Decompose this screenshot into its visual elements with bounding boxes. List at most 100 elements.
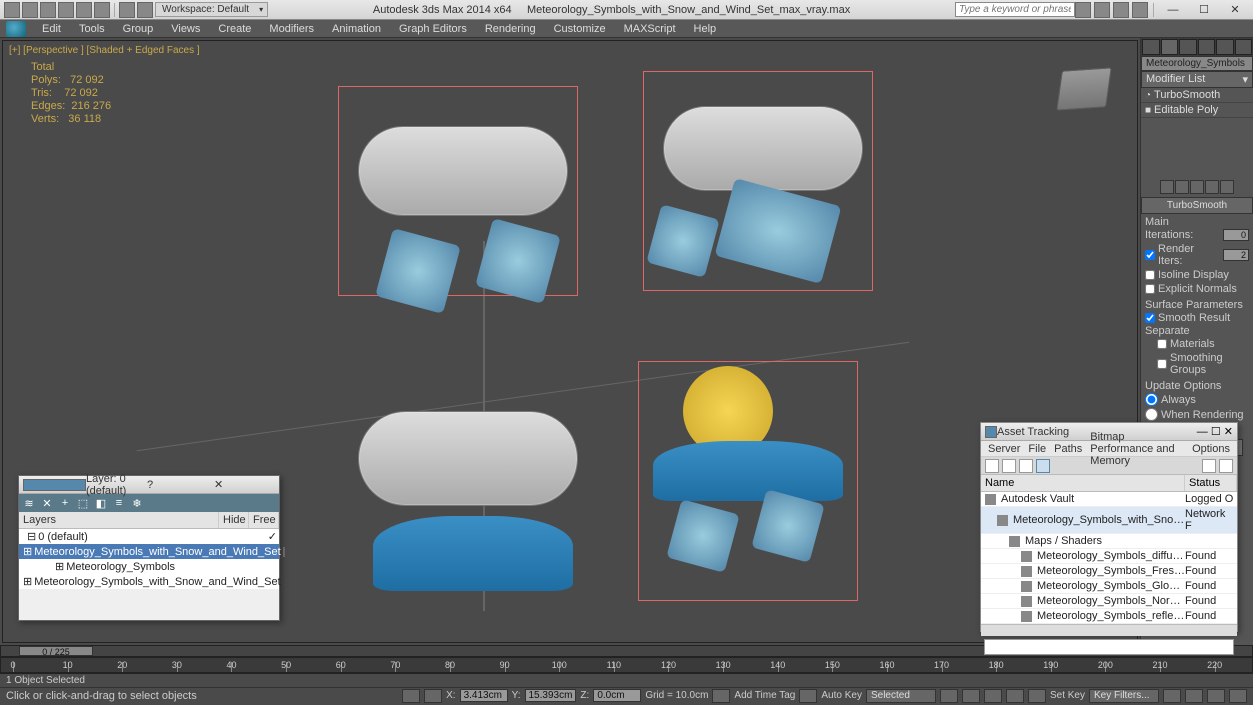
settings-icon[interactable] — [1202, 459, 1216, 473]
object-name-field[interactable]: Meteorology_Symbols — [1141, 56, 1253, 71]
keymode-dropdown[interactable]: Selected — [866, 689, 936, 703]
workspace-dropdown[interactable]: Workspace: Default — [155, 2, 268, 17]
asset-row[interactable]: Meteorology_Symbols_Glossiness.pngFound — [981, 579, 1237, 594]
layer-tree[interactable]: ⊟ 0 (default)✓⊞ Meteorology_Symbols_with… — [19, 529, 279, 589]
menu-grapheditors[interactable]: Graph Editors — [391, 21, 475, 37]
nav-orbit-icon[interactable] — [1207, 689, 1225, 703]
menu-options[interactable]: Options — [1189, 443, 1233, 455]
tab-modify[interactable] — [1161, 39, 1179, 55]
menu-animation[interactable]: Animation — [324, 21, 389, 37]
link-icon[interactable] — [119, 2, 135, 18]
play-icon[interactable] — [984, 689, 1002, 703]
delete-layer-icon[interactable]: ✕ — [40, 496, 54, 510]
favorites-icon[interactable] — [1113, 2, 1129, 18]
smoothinggroups-check[interactable] — [1157, 359, 1167, 369]
modifier-turbosmooth[interactable]: ◔ TurboSmooth — [1141, 88, 1253, 103]
tab-display[interactable] — [1216, 39, 1234, 55]
z-coord[interactable]: 0.0cm — [593, 689, 641, 702]
col-freeze[interactable]: Free — [249, 512, 279, 528]
redo-icon[interactable] — [94, 2, 110, 18]
minimize-icon[interactable]: — — [1197, 426, 1208, 438]
col-name[interactable]: Name — [981, 475, 1185, 491]
tree-icon[interactable] — [1002, 459, 1016, 473]
save-icon[interactable] — [58, 2, 74, 18]
materials-check[interactable] — [1157, 339, 1167, 349]
col-hide[interactable]: Hide — [219, 512, 249, 528]
tab-utilities[interactable] — [1235, 39, 1253, 55]
remove-modifier-icon[interactable] — [1205, 180, 1219, 194]
viewport-label[interactable]: [+] [Perspective ] [Shaded + Edged Faces… — [9, 45, 200, 56]
isoline-check[interactable] — [1145, 270, 1155, 280]
render-iters-check[interactable] — [1145, 250, 1155, 260]
layer-row[interactable]: ⊞ Meteorology_Symbols_with_Snow_and_Wind… — [19, 544, 279, 559]
menu-customize[interactable]: Customize — [546, 21, 614, 37]
iterations-spinner[interactable]: 0 — [1223, 229, 1249, 241]
layer-window-titlebar[interactable]: Layer: 0 (default) ? ✕ — [19, 476, 279, 494]
open-icon[interactable] — [40, 2, 56, 18]
menu-views[interactable]: Views — [163, 21, 208, 37]
menu-maxscript[interactable]: MAXScript — [616, 21, 684, 37]
menu-tools[interactable]: Tools — [71, 21, 113, 37]
asset-path-field[interactable] — [984, 639, 1234, 655]
modifier-editablepoly[interactable]: ■ Editable Poly — [1141, 103, 1253, 118]
minimize-button[interactable]: — — [1159, 2, 1187, 18]
freeze-layer-icon[interactable]: ❄ — [130, 496, 144, 510]
nav-pan-icon[interactable] — [1163, 689, 1181, 703]
refresh-icon[interactable] — [985, 459, 999, 473]
make-unique-icon[interactable] — [1190, 180, 1204, 194]
layer-row[interactable]: ⊞ Meteorology_Symbols_with_Snow_and_Wind… — [19, 574, 279, 589]
asset-row[interactable]: Meteorology_Symbols_Normal.pngFound — [981, 594, 1237, 609]
app-menu-icon[interactable] — [4, 2, 20, 18]
modifier-list-dropdown[interactable]: Modifier List▾ — [1141, 71, 1253, 88]
menu-bitmap[interactable]: Bitmap Performance and Memory — [1087, 431, 1187, 467]
asset-tree[interactable]: Autodesk VaultLogged O Meteorology_Symbol… — [981, 492, 1237, 624]
subscription-icon[interactable] — [1075, 2, 1091, 18]
render-iters-spinner[interactable]: 2 — [1223, 249, 1249, 261]
time-slider-handle[interactable]: 0 / 225 — [19, 646, 93, 656]
maximize-button[interactable]: ☐ — [1190, 2, 1218, 18]
help-icon[interactable] — [1219, 459, 1233, 473]
asset-row[interactable]: Meteorology_Symbols_reflection.pngFound — [981, 609, 1237, 624]
show-end-result-icon[interactable] — [1175, 180, 1189, 194]
addtimetag-button[interactable] — [712, 689, 730, 703]
asset-row[interactable]: Autodesk VaultLogged O — [981, 492, 1237, 507]
new-icon[interactable] — [22, 2, 38, 18]
lock-icon[interactable] — [402, 689, 420, 703]
autokey-button[interactable]: Auto Key — [821, 690, 862, 701]
list-icon[interactable] — [1019, 459, 1033, 473]
layer-row[interactable]: ⊞ Meteorology_Symbols — [19, 559, 279, 574]
col-status[interactable]: Status — [1185, 475, 1237, 491]
close-button[interactable]: ✕ — [1221, 2, 1249, 18]
nav-max-icon[interactable] — [1229, 689, 1247, 703]
layer-window[interactable]: Layer: 0 (default) ? ✕ ≋ ✕ + ⬚ ◧ ≡ ❄ Lay… — [18, 475, 280, 621]
table-icon[interactable] — [1036, 459, 1050, 473]
app-icon[interactable] — [6, 21, 26, 37]
close-icon[interactable]: ✕ — [1224, 425, 1233, 438]
play-start-icon[interactable] — [940, 689, 958, 703]
layer-row[interactable]: ⊟ 0 (default)✓ — [19, 529, 279, 544]
menu-group[interactable]: Group — [115, 21, 162, 37]
tab-motion[interactable] — [1198, 39, 1216, 55]
whenrendering-radio[interactable] — [1145, 408, 1158, 421]
menu-file[interactable]: File — [1025, 443, 1049, 455]
highlight-layer-icon[interactable]: ◧ — [94, 496, 108, 510]
snap-icon[interactable] — [424, 689, 442, 703]
explicit-check[interactable] — [1145, 284, 1155, 294]
close-icon[interactable]: ✕ — [214, 478, 275, 491]
undo-icon[interactable] — [76, 2, 92, 18]
asset-row[interactable]: Maps / Shaders — [981, 534, 1237, 549]
help-icon[interactable] — [1132, 2, 1148, 18]
menu-modifiers[interactable]: Modifiers — [261, 21, 322, 37]
add-to-layer-icon[interactable]: + — [58, 496, 72, 510]
menu-create[interactable]: Create — [210, 21, 259, 37]
menu-rendering[interactable]: Rendering — [477, 21, 544, 37]
keyfilters-dropdown[interactable]: Key Filters... — [1089, 689, 1159, 703]
nav-zoom-icon[interactable] — [1185, 689, 1203, 703]
setkey-button[interactable]: Set Key — [1050, 690, 1085, 701]
pin-stack-icon[interactable] — [1160, 180, 1174, 194]
help-icon[interactable]: ? — [147, 479, 208, 491]
select-layer-icon[interactable]: ⬚ — [76, 496, 90, 510]
tab-hierarchy[interactable] — [1179, 39, 1197, 55]
time-ruler[interactable]: 0102030405060708090100110120130140150160… — [0, 657, 1253, 673]
asset-row[interactable]: Meteorology_Symbols_diffuse.pngFound — [981, 549, 1237, 564]
